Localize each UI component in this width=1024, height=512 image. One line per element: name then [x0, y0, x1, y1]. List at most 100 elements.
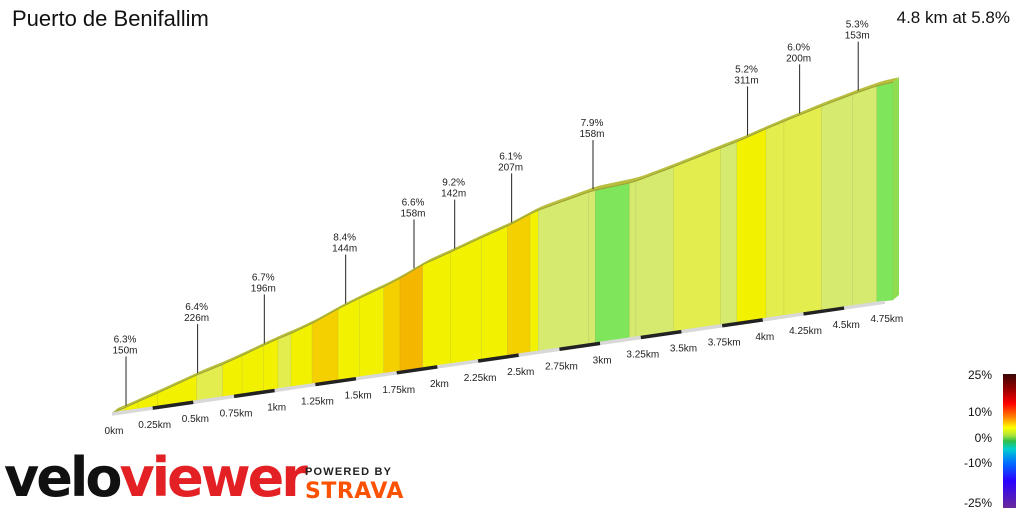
segment-distance-label: 207m	[498, 162, 523, 173]
x-tick-label: 3.25km	[626, 349, 659, 360]
axis-baseline-segment	[559, 341, 601, 351]
legend-label-minus25: -25%	[963, 496, 992, 510]
segment-distance-label: 158m	[579, 129, 604, 140]
x-tick-label: 1.5km	[344, 391, 371, 402]
x-tick-label: 4.75km	[870, 314, 903, 325]
segment-grade-label: 5.3%	[846, 20, 869, 31]
segment-labels: 6.3%150m6.4%226m6.7%196m8.4%144m6.6%158m…	[113, 20, 870, 406]
segment-grade-label: 5.2%	[735, 64, 758, 75]
axis-baseline-segment	[437, 359, 479, 369]
gradient-slice	[290, 322, 313, 388]
gradient-legend: 25% 10% 0% -10% -25%	[960, 368, 1024, 510]
segment-distance-label: 142m	[441, 189, 466, 200]
segment-distance-label: 158m	[401, 208, 426, 219]
segment-distance-label: 200m	[786, 53, 811, 64]
segment-distance-label: 150m	[113, 346, 138, 357]
legend-label-0: 0%	[974, 431, 992, 445]
segment-grade-label: 6.3%	[114, 335, 137, 346]
axis-baseline-segment	[681, 323, 723, 334]
x-tick-label: 2.5km	[507, 367, 534, 378]
x-tick-label: 4km	[755, 332, 774, 343]
distance-axis: 0km 0.25km 0.5km 0.75km 1km 1.25km 1.5km 1.75km…	[105, 300, 903, 437]
gradient-slice	[720, 141, 738, 326]
gradient-slice	[852, 85, 878, 307]
segment-grade-label: 6.6%	[402, 197, 425, 208]
x-tick-label: 0.5km	[182, 414, 209, 425]
x-tick-label: 1.75km	[382, 385, 415, 396]
legend-label-minus10: -10%	[963, 456, 992, 470]
axis-baseline-segment	[355, 371, 397, 381]
x-tick-label: 0km	[105, 426, 124, 437]
gradient-slice	[821, 93, 853, 311]
climb-title: Puerto de Benifallim	[12, 6, 209, 31]
axis-baseline-segment	[843, 300, 886, 310]
x-tick-label: 4.25km	[789, 326, 822, 337]
x-tick-label: 1km	[267, 402, 286, 413]
profile-edges	[111, 77, 899, 414]
gradient-slice	[588, 189, 596, 345]
gradient-slice	[507, 213, 531, 357]
gradient-color-scale	[1003, 374, 1016, 508]
x-tick-label: 0.75km	[220, 408, 253, 419]
legend-label-10: 10%	[967, 405, 992, 419]
x-tick-label: 2km	[430, 379, 449, 390]
segment-distance-label: 144m	[332, 244, 357, 255]
gradient-slice	[277, 332, 292, 390]
powered-by-label: POWERED BY	[305, 466, 393, 478]
strava-logo: STRAVA	[305, 479, 404, 504]
gradient-slice	[399, 264, 424, 372]
gradient-slice	[635, 166, 674, 338]
gradient-slice	[537, 191, 590, 352]
segment-grade-label: 8.4%	[333, 233, 356, 244]
axis-baseline-segment	[111, 406, 153, 416]
gradient-slice	[422, 251, 451, 369]
gradient-slice	[783, 105, 822, 317]
segment-grade-label: 6.7%	[252, 272, 275, 283]
x-tick-label: 2.75km	[545, 361, 578, 372]
segment-distance-label: 153m	[845, 31, 870, 42]
axis-baseline-segment	[193, 394, 235, 404]
x-tick-label: 3.5km	[670, 344, 697, 355]
profile-ridge-line	[111, 81, 894, 414]
segment-grade-label: 6.1%	[499, 151, 522, 162]
gradient-slice	[765, 120, 785, 319]
axis-baseline-segment	[315, 376, 357, 387]
gradient-slice	[736, 128, 767, 323]
axis-baseline-segment	[599, 335, 642, 346]
logo-velo: velo	[4, 446, 122, 509]
gradient-slices	[111, 81, 894, 414]
legend-label-25: 25%	[967, 368, 992, 382]
veloviewer-logo: veloviewer	[4, 450, 308, 506]
axis-baseline-segment	[477, 353, 520, 363]
logo-viewer: viewer	[119, 446, 307, 509]
x-tick-label: 4.5km	[833, 320, 860, 331]
axis-baseline-segment	[518, 347, 560, 357]
axis-baseline-segment	[233, 388, 275, 399]
gradient-slice	[481, 225, 508, 360]
axis-baseline-segment	[396, 365, 438, 375]
gradient-slice	[337, 297, 360, 381]
x-tick-label: 1.25km	[301, 397, 334, 408]
profile-end-cap	[893, 77, 899, 300]
x-tick-label: 3km	[593, 355, 612, 366]
gradient-slice	[876, 81, 894, 303]
gradient-slice	[450, 237, 482, 365]
axis-baseline-segment	[721, 318, 764, 328]
segment-grade-label: 9.2%	[442, 178, 465, 189]
gradient-slice	[594, 182, 630, 344]
x-tick-label: 2.25km	[464, 373, 497, 384]
gradient-slice	[529, 209, 539, 353]
axis-baseline-segment	[803, 306, 845, 316]
gradient-slice	[359, 286, 385, 378]
axis-baseline-segment	[152, 400, 194, 410]
gradient-slice	[673, 147, 721, 333]
gradient-slice	[629, 180, 637, 339]
segment-distance-label: 196m	[251, 283, 276, 294]
axis-baseline-segment	[640, 329, 682, 340]
x-tick-label: 0.25km	[138, 420, 171, 431]
segment-distance-label: 226m	[184, 313, 209, 324]
x-tick-label: 3.75km	[708, 338, 741, 349]
climb-summary: 4.8 km at 5.8%	[896, 8, 1010, 27]
segment-grade-label: 6.0%	[787, 42, 810, 53]
